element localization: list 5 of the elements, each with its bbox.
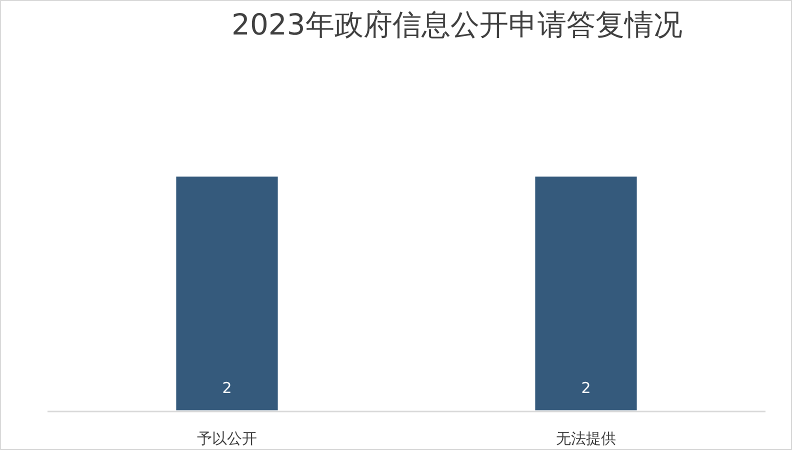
data-label: 2	[222, 379, 232, 397]
chart-title: 2023年政府信息公开申请答复情况	[232, 8, 682, 42]
data-label: 2	[581, 379, 591, 397]
x-tick-label: 予以公开	[197, 430, 257, 448]
x-tick-label: 无法提供	[556, 430, 616, 448]
